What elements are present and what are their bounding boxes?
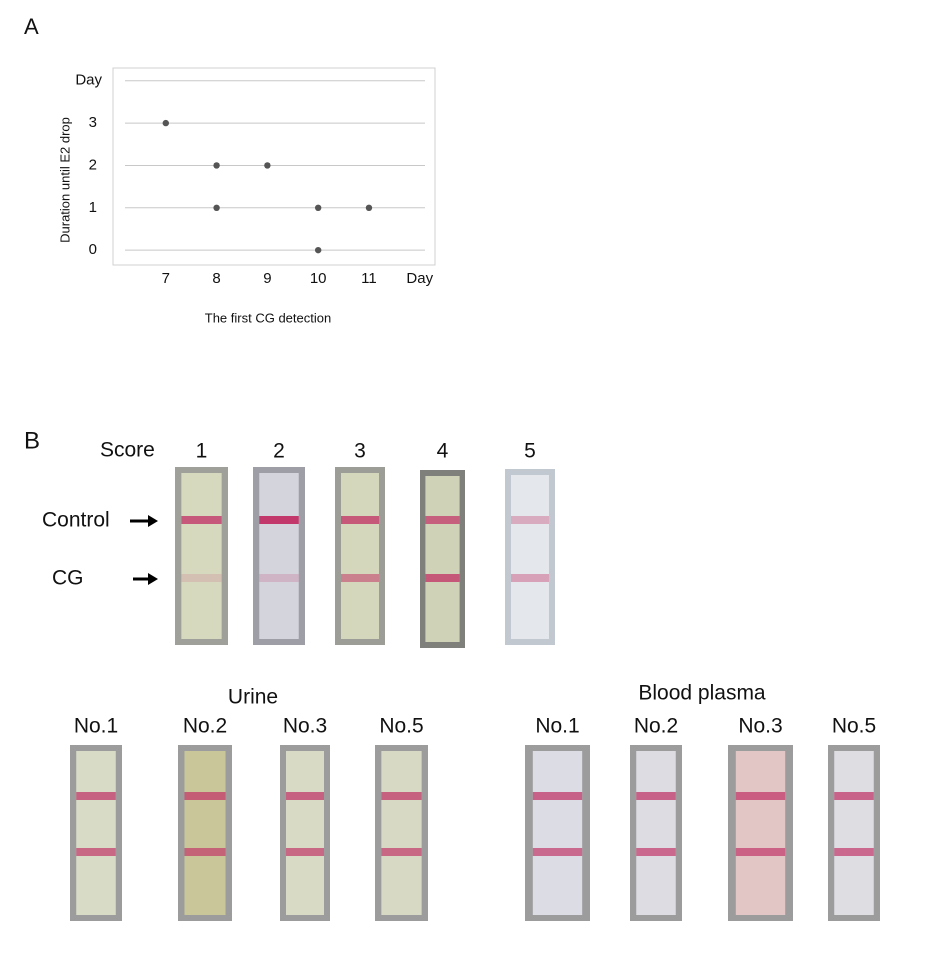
test-strip [828,745,880,921]
arrow-label: Control [42,509,110,532]
test-strip [525,745,590,921]
group-title: Urine [228,686,278,709]
sample-label: No.3 [738,715,782,738]
plot-frame [112,67,436,266]
x-axis-label: The first CG detection [205,310,331,325]
point [264,162,271,169]
test-strip [375,745,428,921]
test-strip [175,467,228,645]
test-strip [178,745,232,921]
point [314,204,322,212]
score-label: 1 [196,440,208,463]
test-strip [505,469,555,645]
test-strip [70,745,122,921]
x-tick-label: 8 [212,270,220,287]
x-tick-label: 7 [162,270,170,287]
arrow-label: CG [52,567,84,590]
score-label: 3 [354,440,366,463]
arrow [130,515,158,527]
x-tick-label: 9 [263,270,271,287]
point [213,162,220,169]
point [314,246,322,254]
y-tick-label: 1 [89,199,97,216]
x-tick-label: 10 [310,270,327,287]
y-tick-label: 3 [89,114,97,131]
y-tick-label: Day [75,72,102,89]
sample-label: No.2 [183,715,227,738]
sample-label: No.1 [535,715,579,738]
sample-label: No.5 [379,715,423,738]
sample-label: No.5 [832,715,876,738]
x-tick-label: Day [406,270,433,287]
test-strip [728,745,793,921]
point [365,204,373,212]
panel-label: A [24,14,39,39]
point [213,204,220,212]
score-label: 5 [524,440,536,463]
point [162,119,169,127]
test-strip [630,745,682,921]
sample-label: No.2 [634,715,678,738]
y-tick-label: 2 [89,156,97,173]
test-strip [280,745,330,921]
panel-label: B [24,427,40,454]
test-strip [420,470,465,648]
y-axis-label: Duration until E2 drop [57,117,72,243]
arrow [133,573,158,585]
sample-label: No.1 [74,715,118,738]
score-label: 2 [273,440,285,463]
test-strip [253,467,305,645]
sample-label: No.3 [283,715,327,738]
y-tick-label: 0 [89,241,97,258]
x-tick-label: 11 [361,270,377,287]
group-title: Blood plasma [638,682,766,705]
test-strip [335,467,385,645]
score-label: 4 [437,440,449,463]
score-label: Score [100,439,155,462]
